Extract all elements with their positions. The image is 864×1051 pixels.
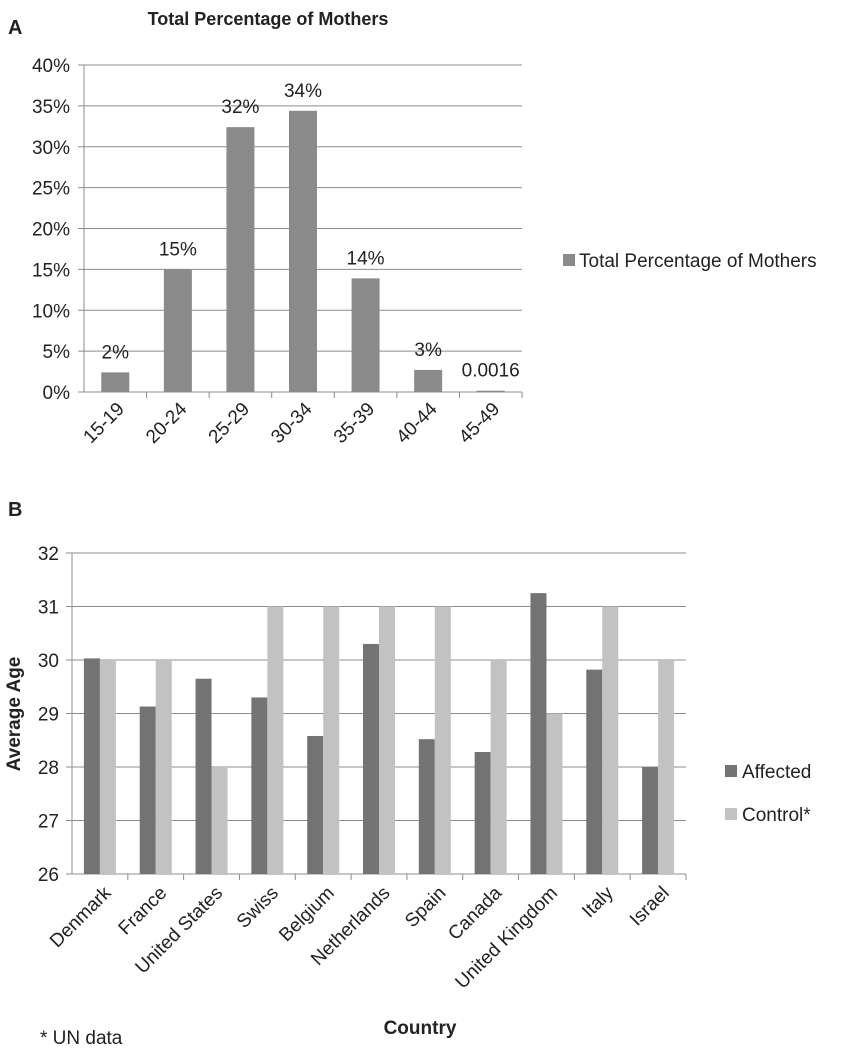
chart-b-bar-affected bbox=[586, 669, 603, 874]
chart-a-data-label: 15% bbox=[159, 239, 197, 260]
chart-b-bar-control bbox=[434, 606, 451, 874]
chart-a-data-label: 32% bbox=[221, 97, 259, 118]
chart-a-bar bbox=[163, 269, 192, 392]
chart-b-bar-control bbox=[155, 660, 172, 874]
chart-b-x-tick-label: Denmark bbox=[46, 882, 116, 952]
chart-b-bar-affected bbox=[83, 658, 100, 874]
chart-b-bar-control bbox=[379, 606, 395, 874]
chart-b-x-tick-label: Italy bbox=[578, 882, 618, 922]
chart-b-bar-control bbox=[323, 606, 340, 874]
chart-a-bar bbox=[414, 369, 443, 392]
chart-a-data-label: 34% bbox=[284, 81, 322, 102]
chart-b-bar-affected bbox=[139, 706, 156, 874]
chart-b-bar-affected bbox=[363, 643, 379, 874]
chart-a-y-tick-label: 35% bbox=[32, 97, 70, 118]
chart-a-bar bbox=[226, 127, 255, 392]
chart-b-bar-affected bbox=[474, 752, 491, 874]
chart-b-y-tick-label: 28 bbox=[38, 758, 59, 779]
chart-b-y-tick-label: 30 bbox=[38, 651, 59, 672]
chart-b-bar-affected bbox=[530, 593, 547, 874]
chart-b-bar-affected bbox=[642, 767, 659, 874]
chart-a-data-label: 0.0016 bbox=[462, 361, 520, 382]
chart-a-data-label: 2% bbox=[102, 342, 130, 363]
legend-swatch-total bbox=[563, 254, 575, 266]
chart-b-x-tick-label: Israel bbox=[626, 883, 674, 931]
chart-a: A Total Percentage of Mothers 0% 5% 10% 15%… bbox=[8, 9, 817, 448]
chart-a-data-label: 14% bbox=[347, 248, 385, 269]
chart-b-bar-control bbox=[490, 660, 507, 874]
chart-b-x-tick-label: Spain bbox=[401, 883, 450, 932]
chart-a-y-tick-label: 30% bbox=[32, 138, 70, 159]
chart-b-bars bbox=[83, 593, 675, 874]
chart-b-bar-control bbox=[211, 767, 228, 874]
chart-b-bar-control bbox=[267, 606, 284, 874]
chart-b-x-tick-label: United Kingdom bbox=[452, 883, 562, 993]
chart-b-x-tick-label: Swiss bbox=[233, 883, 283, 933]
legend-swatch-affected bbox=[725, 765, 737, 777]
chart-b-bar-affected bbox=[195, 678, 212, 874]
chart-a-title: Total Percentage of Mothers bbox=[148, 9, 389, 29]
chart-b-bar-control bbox=[658, 660, 675, 874]
chart-a-bar bbox=[476, 390, 505, 392]
chart-b-bar-control bbox=[546, 713, 563, 874]
panel-label-a: A bbox=[8, 17, 22, 39]
chart-a-bar bbox=[351, 278, 380, 392]
chart-a-x-tick-label: 25-29 bbox=[205, 399, 254, 448]
chart-a-y-tick-label: 10% bbox=[32, 301, 70, 322]
chart-a-x-tick-label: 45-49 bbox=[455, 399, 504, 448]
chart-b-bar-affected bbox=[251, 697, 268, 874]
legend-swatch-control bbox=[725, 808, 737, 820]
legend-label-control: Control* bbox=[742, 805, 811, 826]
chart-b-bar-affected bbox=[418, 739, 435, 874]
chart-b-y-tick-labels: 26 27 28 29 30 31 32 bbox=[38, 544, 59, 886]
legend-label-total: Total Percentage of Mothers bbox=[579, 251, 817, 272]
chart-a-data-labels: 2% 15% 32% 34% 14% 3% 0.0016 bbox=[102, 81, 520, 382]
chart-b-legend: Affected Control* bbox=[725, 762, 811, 826]
chart-b-bar-control bbox=[602, 606, 619, 874]
chart-a-x-tick-labels: 15-19 20-24 25-29 30-34 35-39 40-44 45-49 bbox=[80, 398, 505, 448]
chart-b-y-tick-label: 26 bbox=[38, 865, 59, 886]
chart-a-x-tick-label: 20-24 bbox=[142, 398, 192, 448]
chart-b-bar-affected bbox=[307, 735, 324, 874]
chart-a-y-tick-labels: 0% 5% 10% 15% 20% 25% 30% 35% 40% bbox=[32, 56, 70, 404]
chart-a-x-tick-label: 30-34 bbox=[267, 398, 317, 448]
chart-b-x-axis-label: Country bbox=[384, 1018, 457, 1039]
chart-b-y-tick-label: 27 bbox=[38, 812, 59, 833]
legend-label-affected: Affected bbox=[742, 762, 811, 783]
chart-a-y-tick-label: 15% bbox=[32, 260, 70, 281]
chart-b-y-axis-label: Average Age bbox=[4, 657, 25, 772]
chart-a-bars bbox=[101, 110, 505, 392]
chart-a-y-tick-label: 0% bbox=[43, 383, 71, 404]
chart-a-y-tick-label: 20% bbox=[32, 220, 70, 241]
chart-a-bar bbox=[289, 110, 317, 392]
chart-a-data-label: 3% bbox=[414, 340, 442, 361]
chart-b-y-tick-label: 31 bbox=[38, 598, 59, 619]
chart-b-y-tick-label: 32 bbox=[38, 544, 59, 565]
chart-a-y-tick-label: 5% bbox=[43, 342, 71, 363]
chart-b-y-tick-label: 29 bbox=[38, 705, 59, 726]
chart-b-bar-control bbox=[99, 660, 116, 874]
chart-a-y-tick-label: 40% bbox=[32, 56, 70, 77]
chart-a-bar bbox=[101, 372, 130, 392]
chart-a-x-tick-label: 40-44 bbox=[392, 398, 442, 448]
chart-a-y-tick-label: 25% bbox=[32, 179, 70, 200]
footnote: * UN data bbox=[40, 1028, 123, 1049]
chart-a-legend: Total Percentage of Mothers bbox=[563, 251, 817, 272]
chart-a-x-tick-label: 15-19 bbox=[80, 399, 129, 448]
panel-label-b: B bbox=[8, 499, 22, 521]
chart-a-x-tick-label: 35-39 bbox=[330, 399, 379, 448]
